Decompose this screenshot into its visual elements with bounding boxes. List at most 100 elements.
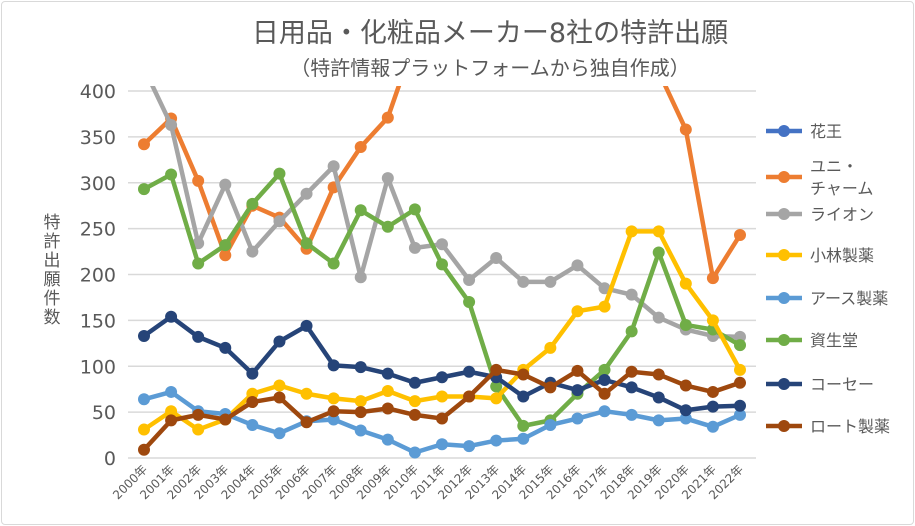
data-point — [517, 432, 530, 445]
data-point — [381, 111, 394, 124]
data-point — [138, 423, 150, 436]
legend-label: 資生堂 — [810, 331, 858, 350]
data-point — [192, 330, 205, 343]
data-point — [165, 385, 178, 398]
data-point — [652, 391, 665, 404]
data-point — [381, 402, 394, 415]
data-point — [517, 275, 530, 288]
data-point — [652, 368, 665, 381]
y-tick-label: 100 — [80, 356, 116, 378]
data-point — [436, 238, 448, 251]
legend-label: コーセー — [810, 375, 874, 394]
data-point — [327, 413, 340, 426]
y-tick-label: 50 — [92, 402, 116, 424]
series-6 — [138, 310, 746, 417]
y-axis-label-char: 出 — [44, 251, 61, 271]
legend-marker — [778, 208, 790, 220]
data-point — [219, 341, 232, 354]
data-point — [408, 241, 421, 254]
data-point — [165, 405, 178, 418]
data-point — [598, 405, 611, 418]
data-point — [436, 438, 448, 451]
data-point — [273, 379, 286, 392]
data-point — [625, 225, 638, 238]
data-point — [598, 300, 611, 313]
data-point — [381, 433, 394, 446]
series-7 — [138, 363, 746, 456]
data-point — [246, 367, 259, 380]
data-point — [165, 310, 178, 323]
data-point — [246, 245, 259, 258]
y-axis-label-char: 件 — [44, 289, 61, 309]
data-point — [354, 424, 367, 437]
y-axis-label-char: 願 — [44, 270, 61, 290]
chart-title: 日用品・化粧品メーカー8社の特許出願 — [252, 18, 728, 49]
legend-marker — [778, 378, 790, 390]
data-point — [138, 329, 150, 342]
data-point — [490, 251, 503, 264]
data-point — [734, 376, 746, 389]
data-point — [463, 390, 476, 403]
data-point — [192, 423, 205, 436]
y-tick-label: 200 — [80, 265, 116, 287]
data-point — [679, 404, 692, 417]
y-tick-label: 400 — [80, 81, 116, 103]
series-line — [662, 86, 742, 281]
data-point — [544, 381, 557, 394]
y-axis-label-char: 許 — [44, 232, 61, 252]
data-point — [544, 341, 557, 354]
data-point — [652, 225, 665, 238]
data-point — [273, 167, 286, 180]
data-point — [463, 296, 476, 309]
data-point — [517, 390, 530, 403]
data-point — [571, 384, 584, 397]
series-line — [150, 86, 741, 340]
data-point — [652, 414, 665, 427]
series-2 — [150, 86, 746, 343]
legend-label: ロート製薬 — [810, 417, 890, 436]
data-point — [436, 258, 448, 271]
data-point — [463, 274, 476, 287]
data-point — [625, 365, 638, 378]
data-point — [408, 203, 421, 216]
legend-item: ライオン — [766, 205, 874, 224]
data-point — [246, 418, 259, 431]
data-point — [571, 305, 584, 318]
data-point — [598, 387, 611, 400]
data-point — [219, 249, 232, 262]
data-point — [300, 187, 313, 200]
data-point — [273, 335, 286, 348]
data-point — [436, 390, 448, 403]
data-point — [571, 364, 584, 377]
data-point — [138, 183, 150, 196]
data-point — [517, 368, 530, 381]
data-point — [219, 239, 232, 252]
data-point — [706, 420, 719, 433]
data-point — [734, 363, 746, 376]
data-point — [300, 387, 313, 400]
data-point — [625, 381, 638, 394]
y-axis-label-char: 数 — [44, 308, 61, 328]
data-point — [138, 138, 150, 151]
data-point — [408, 395, 421, 408]
y-tick-label: 150 — [80, 310, 116, 332]
legend-label: 花王 — [810, 122, 842, 141]
y-axis-label-char: 特 — [44, 213, 61, 233]
series-line — [142, 171, 742, 429]
data-point — [381, 367, 394, 380]
data-point — [490, 392, 503, 405]
data-point — [192, 257, 205, 270]
data-point — [354, 361, 367, 374]
data-point — [544, 418, 557, 431]
data-point — [165, 168, 178, 181]
data-point — [354, 395, 367, 408]
legend-marker — [778, 292, 790, 304]
data-point — [273, 391, 286, 404]
data-point — [300, 319, 313, 332]
data-point — [598, 374, 611, 387]
legend-item: ロート製薬 — [766, 417, 890, 436]
legend-label: アース製薬 — [810, 289, 888, 308]
data-point — [490, 363, 503, 376]
data-point — [598, 282, 611, 295]
y-tick-label: 0 — [104, 448, 116, 470]
